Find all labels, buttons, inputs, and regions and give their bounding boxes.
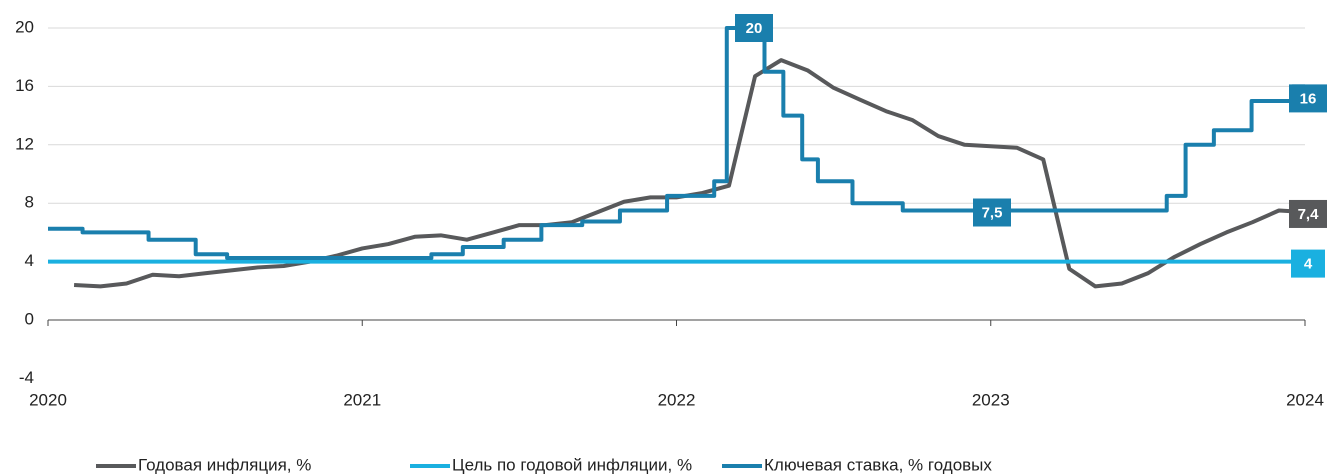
y-tick-label: 4 bbox=[25, 251, 34, 270]
x-tick-label: 2023 bbox=[972, 390, 1010, 409]
annotation-label: 7,4 bbox=[1298, 206, 1320, 223]
annotation-label: 4 bbox=[1304, 256, 1313, 273]
x-tick-label: 2020 bbox=[29, 390, 67, 409]
annotation-label: 20 bbox=[746, 20, 763, 37]
x-tick-label: 2021 bbox=[343, 390, 381, 409]
annotation-box bbox=[973, 198, 1011, 227]
y-tick-label: 0 bbox=[25, 309, 34, 328]
x-tick-label: 2022 bbox=[658, 390, 696, 409]
y-tick-label: 8 bbox=[25, 193, 34, 212]
x-tick-label: 2024 bbox=[1286, 390, 1324, 409]
y-tick-label: -4 bbox=[19, 368, 34, 387]
legend-label: Цель по годовой инфляции, % bbox=[452, 455, 692, 474]
annotation-label: 7,5 bbox=[982, 204, 1003, 221]
y-tick-label: 12 bbox=[15, 134, 34, 153]
annotation-box bbox=[1291, 249, 1325, 278]
annotation-box bbox=[1289, 199, 1327, 228]
series-line bbox=[73, 58, 1306, 289]
legend-label: Ключевая ставка, % годовых bbox=[764, 455, 992, 474]
y-tick-label: 16 bbox=[15, 76, 34, 95]
annotation-box bbox=[1289, 84, 1327, 113]
annotation-box bbox=[735, 14, 773, 42]
y-tick-label: 20 bbox=[15, 17, 34, 36]
series-line bbox=[48, 26, 1305, 260]
legend-label: Годовая инфляция, % bbox=[138, 455, 311, 474]
annotation-label: 16 bbox=[1300, 90, 1317, 107]
